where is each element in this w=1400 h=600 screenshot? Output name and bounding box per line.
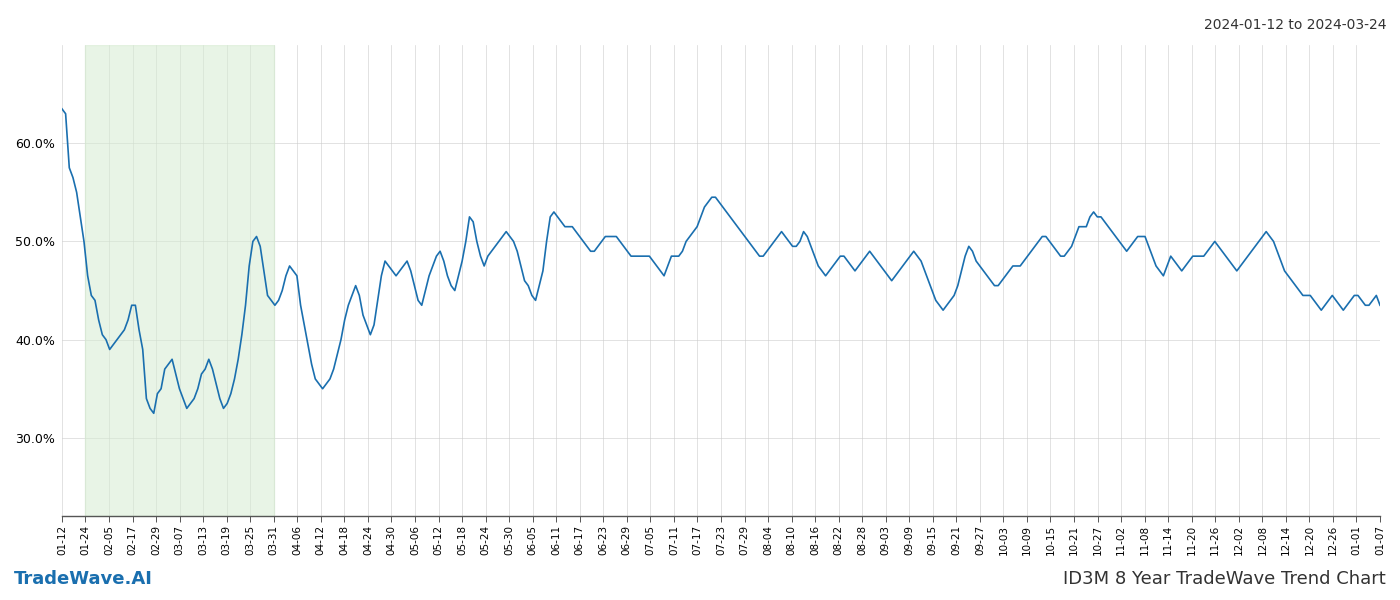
Text: ID3M 8 Year TradeWave Trend Chart: ID3M 8 Year TradeWave Trend Chart [1063,570,1386,588]
Text: TradeWave.AI: TradeWave.AI [14,570,153,588]
Text: 2024-01-12 to 2024-03-24: 2024-01-12 to 2024-03-24 [1204,18,1386,32]
Bar [85,45,274,517]
